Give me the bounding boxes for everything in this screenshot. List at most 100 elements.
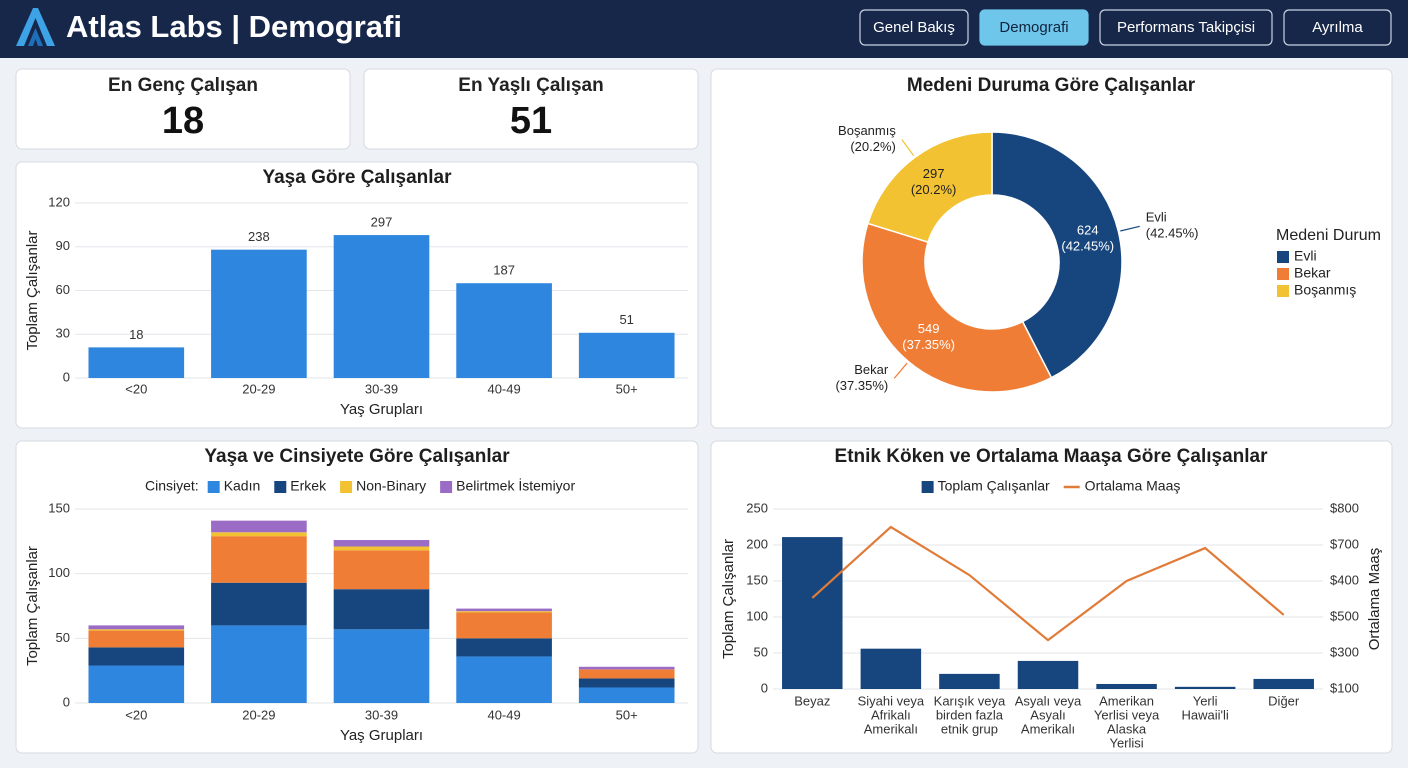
x-tick-label: Hawaii'li	[1182, 707, 1229, 722]
bar-segment	[456, 608, 552, 612]
y2-tick-label: $700	[1330, 536, 1359, 551]
y-tick-label: 0	[63, 694, 70, 709]
data-label: (20.2%)	[911, 182, 957, 197]
bar-segment	[333, 546, 430, 551]
legend-label: Belirtmek İstemiyor	[456, 477, 575, 494]
x-tick-label: Beyaz	[794, 693, 830, 708]
data-label: 187	[493, 263, 515, 278]
y-tick-label: 30	[56, 326, 70, 341]
nav-button[interactable]	[1283, 9, 1392, 46]
y2-tick-label: $500	[1330, 608, 1359, 623]
bar-segment	[333, 589, 430, 630]
bar	[578, 332, 675, 378]
bar	[1174, 686, 1236, 689]
bar-segment	[333, 550, 430, 590]
outer-label: (42.45%)	[1146, 226, 1199, 241]
bar-segment	[88, 629, 185, 631]
bar-segment	[456, 638, 552, 657]
y-tick-label: 50	[754, 644, 768, 659]
kpi-card	[15, 68, 351, 150]
legend-swatch	[440, 481, 453, 493]
data-label: 297	[371, 215, 393, 230]
bar	[1096, 683, 1157, 689]
nav-label[interactable]: Performans Takipçisi	[1117, 19, 1255, 36]
x-tick-label: Yerlisi	[1109, 735, 1143, 750]
bar-segment	[578, 678, 675, 688]
bar-segment	[211, 625, 307, 703]
bar	[860, 648, 922, 689]
logo	[16, 8, 55, 46]
data-label: (37.35%)	[902, 337, 955, 352]
x-tick-label: Amerikalı	[864, 721, 918, 736]
outer-label: Evli	[1146, 210, 1167, 225]
y-tick-label: 100	[48, 565, 70, 580]
x-tick-label: Amerikalı	[1021, 721, 1075, 736]
legend-swatch	[207, 481, 220, 493]
bar	[456, 283, 552, 378]
outer-label: (20.2%)	[850, 139, 896, 154]
nav-button[interactable]	[1099, 9, 1273, 46]
x-tick-label: etnik grup	[941, 721, 998, 736]
x-tick-label: Diğer	[1268, 693, 1300, 708]
x-tick-label: Karışık veya	[934, 693, 1006, 708]
kpi-label: En Genç Çalışan	[108, 75, 258, 96]
legend-swatch	[1277, 285, 1289, 297]
chart-title: Yaşa ve Cinsiyete Göre Çalışanlar	[204, 446, 510, 467]
y-tick-label: 0	[63, 369, 70, 384]
bar-segment	[88, 665, 185, 703]
x-tick-label: 40-49	[487, 381, 520, 396]
y-tick-label: 90	[56, 238, 70, 253]
nav-label[interactable]: Ayrılma	[1312, 19, 1363, 36]
bar-segment	[578, 666, 675, 670]
x-tick-label: 50+	[616, 381, 638, 396]
data-label: 18	[129, 327, 143, 342]
x-tick-label: birden fazla	[936, 707, 1004, 722]
x-tick-label: Yerlisi veya	[1094, 707, 1160, 722]
bar-segment	[211, 536, 307, 583]
y2-tick-label: $800	[1330, 500, 1359, 515]
legend-swatch	[274, 481, 287, 493]
x-tick-label: Amerikan	[1099, 693, 1154, 708]
x-tick-label: <20	[125, 381, 147, 396]
legend: Toplam Çalışanlar Ortalama Maaş	[921, 478, 1180, 494]
outer-label: Bekar	[854, 362, 889, 377]
nav-label[interactable]: Demografi	[999, 19, 1068, 36]
bar-segment	[456, 612, 552, 639]
bar-segment	[211, 532, 307, 537]
nav-button[interactable]	[979, 9, 1089, 46]
data-label: 238	[248, 229, 270, 244]
header-title: Atlas Labs | Demografi	[66, 9, 402, 44]
bar-segment	[88, 630, 185, 648]
legend-swatch	[1277, 251, 1289, 263]
legend-swatch	[1277, 268, 1289, 280]
outer-label: Boşanmış	[838, 123, 896, 138]
bar	[782, 537, 843, 689]
kpi-value: 18	[162, 100, 204, 142]
data-label: 297	[923, 166, 945, 181]
x-tick-label: Alaska	[1107, 721, 1147, 736]
chart-title: Medeni Duruma Göre Çalışanlar	[907, 75, 1196, 96]
y-tick-label: 120	[48, 194, 70, 209]
leader-line	[1120, 225, 1140, 232]
y-axis-label: Toplam Çalışanlar	[24, 546, 41, 666]
nav-label[interactable]: Genel Bakış	[873, 19, 955, 36]
bar-segment	[88, 647, 185, 666]
donut-slice	[991, 131, 1123, 379]
data-label: 549	[918, 321, 940, 336]
x-tick-label: 40-49	[487, 707, 520, 722]
y-axis-label: Toplam Çalışanlar	[24, 230, 41, 350]
y2-axis-label: Ortalama Maaş	[1366, 548, 1383, 651]
legend-label: Toplam Çalışanlar	[938, 478, 1050, 494]
bar-segment	[88, 625, 185, 630]
data-label: 51	[619, 312, 633, 327]
nav-button[interactable]	[859, 9, 969, 46]
legend-label: Boşanmış	[1294, 282, 1356, 298]
bar-segment	[578, 669, 675, 679]
x-tick-label: Asyalı veya	[1015, 693, 1082, 708]
bar-segment	[333, 629, 430, 703]
x-tick-label: Yerli	[1193, 693, 1218, 708]
legend-label: Erkek	[290, 478, 327, 494]
data-label: (42.45%)	[1061, 238, 1114, 253]
